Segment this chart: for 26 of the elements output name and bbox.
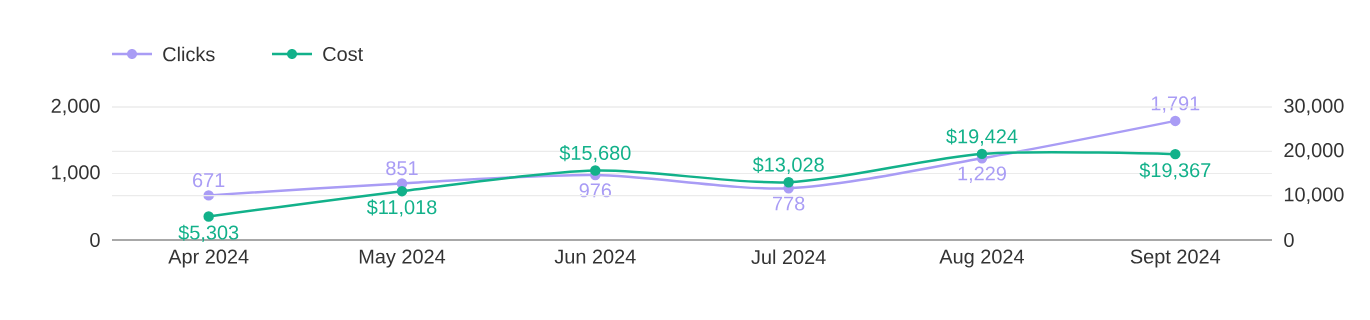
legend-label: Clicks xyxy=(163,46,215,62)
data-label: 671 xyxy=(193,173,225,188)
y2-tick-label: 30,000 xyxy=(1284,98,1344,116)
x-tick-label: May 2024 xyxy=(359,249,446,268)
x-tick-label: Aug 2024 xyxy=(939,249,1024,268)
data-label: 1,229 xyxy=(958,166,1006,183)
data-label: 851 xyxy=(386,161,418,176)
y-tick-label: 2,000 xyxy=(51,98,100,116)
y2-tick-label: 10,000 xyxy=(1284,187,1344,204)
x-tick-label: Jul 2024 xyxy=(751,249,826,265)
y2-tick-label: 0 xyxy=(1284,232,1294,248)
y-tick-label: 1,000 xyxy=(52,165,100,182)
data-label: $19,424 xyxy=(946,128,1018,146)
x-tick-label: Sept 2024 xyxy=(1130,249,1221,268)
x-tick-label: Apr 2024 xyxy=(168,249,249,268)
x-tick-label: Jun 2024 xyxy=(554,249,636,264)
legend-label: Cost xyxy=(323,46,364,62)
data-label: $15,680 xyxy=(559,145,631,163)
data-label: 1,791 xyxy=(1151,96,1200,113)
y-tick-label: 0 xyxy=(90,232,100,248)
data-label: $11,018 xyxy=(366,199,437,217)
data-label: $5,303 xyxy=(178,224,239,242)
y2-tick-label: 20,000 xyxy=(1284,143,1344,160)
data-label: 778 xyxy=(773,196,805,211)
data-label: $19,367 xyxy=(1139,162,1211,180)
data-label: $13,028 xyxy=(752,156,824,175)
